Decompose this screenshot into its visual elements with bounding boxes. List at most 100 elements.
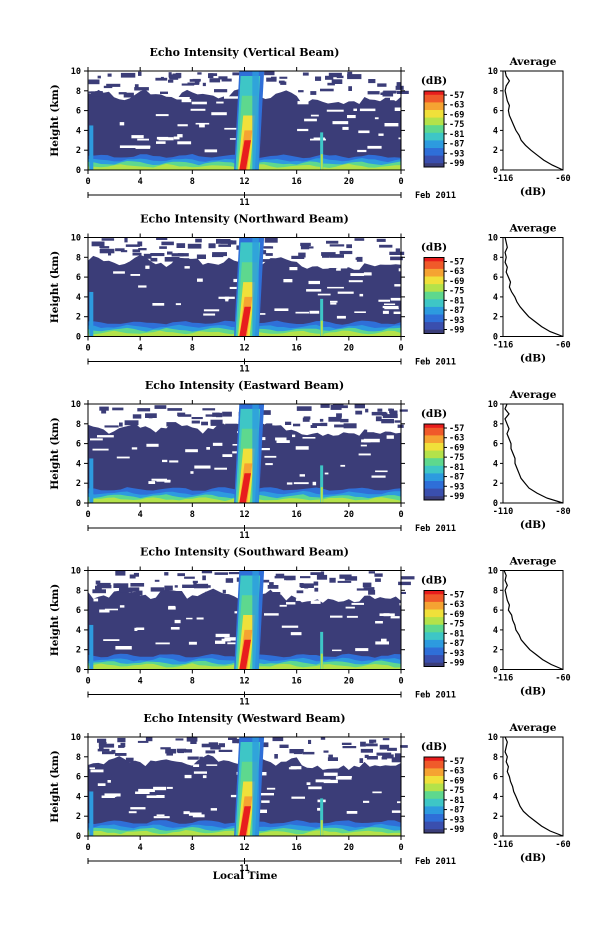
echo-patch <box>382 738 390 741</box>
no-echo-speckle <box>306 782 311 785</box>
colorbar-segment <box>424 293 444 296</box>
colorbar-segment <box>424 653 444 656</box>
date-label: Feb 2011 <box>415 691 456 701</box>
colorbar-segment <box>424 144 444 147</box>
average-x-label: (dB) <box>520 353 546 365</box>
echo-patch <box>167 251 173 255</box>
no-echo-speckle <box>355 648 369 652</box>
average-y-tick-label: 6 <box>493 773 498 783</box>
no-echo-speckle <box>310 114 319 117</box>
no-echo-speckle <box>265 463 273 466</box>
echo-patch <box>143 253 152 259</box>
y-axis-label: Height (km) <box>49 750 61 822</box>
colorbar-frame <box>423 257 445 334</box>
no-echo-speckle <box>336 315 346 319</box>
colorbar-segment <box>424 590 444 593</box>
no-echo-speckle <box>229 286 242 289</box>
colorbar-segment <box>424 431 444 434</box>
colorbar-segment <box>424 798 444 802</box>
average-x-tick-left: -116 <box>493 341 513 351</box>
colorbar-segment <box>424 776 444 779</box>
echo-patch <box>293 751 303 755</box>
echo-patch <box>296 406 312 411</box>
echo-patch <box>201 743 216 748</box>
colorbar-segment <box>424 123 444 126</box>
x-tick-label: 20 <box>344 843 354 853</box>
colorbar-segment <box>424 643 444 647</box>
echo-patch <box>181 83 195 86</box>
average-x-tick-left: -110 <box>493 507 513 517</box>
colorbar-segment <box>424 787 444 790</box>
colorbar-segment <box>424 318 444 321</box>
colorbar-segment <box>424 651 444 654</box>
colorbar-segment <box>424 620 444 624</box>
echo-patch <box>222 411 232 417</box>
echo-patch <box>348 86 352 91</box>
colorbar-segment <box>424 287 444 291</box>
echo-patch <box>343 423 357 429</box>
no-echo-speckle <box>156 479 171 482</box>
colorbar-tick-label: -93 <box>449 649 464 659</box>
echo-patch <box>201 421 208 426</box>
no-echo-speckle <box>308 280 320 285</box>
colorbar-segment <box>424 257 444 260</box>
average-x-tick-left: -116 <box>493 840 513 850</box>
no-echo-speckle <box>193 764 200 767</box>
colorbar-segment <box>424 636 444 639</box>
secondary-echo-column <box>320 465 324 503</box>
no-echo-speckle <box>358 453 371 456</box>
no-echo-speckle <box>173 136 180 140</box>
y-tick-label: 4 <box>76 626 81 636</box>
rain-echo-layer <box>239 806 251 836</box>
no-echo-speckle <box>212 442 223 446</box>
no-echo-speckle <box>145 265 150 269</box>
echo-patch <box>212 412 220 417</box>
echo-patch <box>325 75 334 80</box>
echo-patch <box>184 576 195 579</box>
echo-patch <box>227 240 237 245</box>
no-echo-speckle <box>297 101 309 105</box>
echo-patch <box>196 254 206 259</box>
y-axis-label: Height (km) <box>49 417 61 489</box>
echo-patch <box>329 577 336 583</box>
colorbar-segment <box>424 324 444 327</box>
colorbar-segment <box>424 91 444 94</box>
colorbar-segment <box>424 823 444 826</box>
colorbar-tick-label: -57 <box>449 424 464 434</box>
x-tick-label: 16 <box>292 677 302 687</box>
echo-patch <box>331 79 343 84</box>
echo-patch <box>398 581 411 586</box>
no-echo-speckle <box>295 598 302 601</box>
echo-patch <box>341 742 352 745</box>
colorbar-segment <box>424 146 444 149</box>
no-echo-speckle <box>292 434 296 438</box>
echo-patch <box>302 417 310 422</box>
average-frame <box>502 70 564 171</box>
no-echo-speckle <box>146 795 161 798</box>
no-echo-speckle <box>222 454 233 457</box>
day-label: 11 <box>239 698 249 708</box>
echo-patch <box>328 72 342 78</box>
panel-3: Echo Intensity (Eastward Beam) 0 2 4 6 8 10 Hei… <box>49 379 571 541</box>
colorbar-tick-label: -93 <box>449 316 464 326</box>
no-echo-speckle <box>138 788 155 792</box>
colorbar-segment <box>424 113 444 117</box>
average-y-tick-label: 0 <box>493 666 498 676</box>
colorbar-segment <box>424 795 444 798</box>
echo-patch <box>165 748 177 754</box>
average-y-tick-label: 0 <box>493 166 498 176</box>
colorbar-segment <box>424 498 444 501</box>
echo-patch <box>156 237 168 240</box>
echo-patch <box>323 750 329 753</box>
echo-patch <box>360 741 366 747</box>
echo-patch <box>356 256 363 262</box>
echo-patch <box>271 76 277 81</box>
colorbar-segment <box>424 134 444 138</box>
colorbar-segment <box>424 153 444 157</box>
colorbar-tick-label: -63 <box>449 600 464 610</box>
no-echo-speckle <box>153 786 167 791</box>
colorbar-segment <box>424 299 444 302</box>
no-echo-speckle <box>89 767 95 770</box>
colorbar-segment <box>424 278 444 281</box>
echo-patch <box>103 85 113 89</box>
